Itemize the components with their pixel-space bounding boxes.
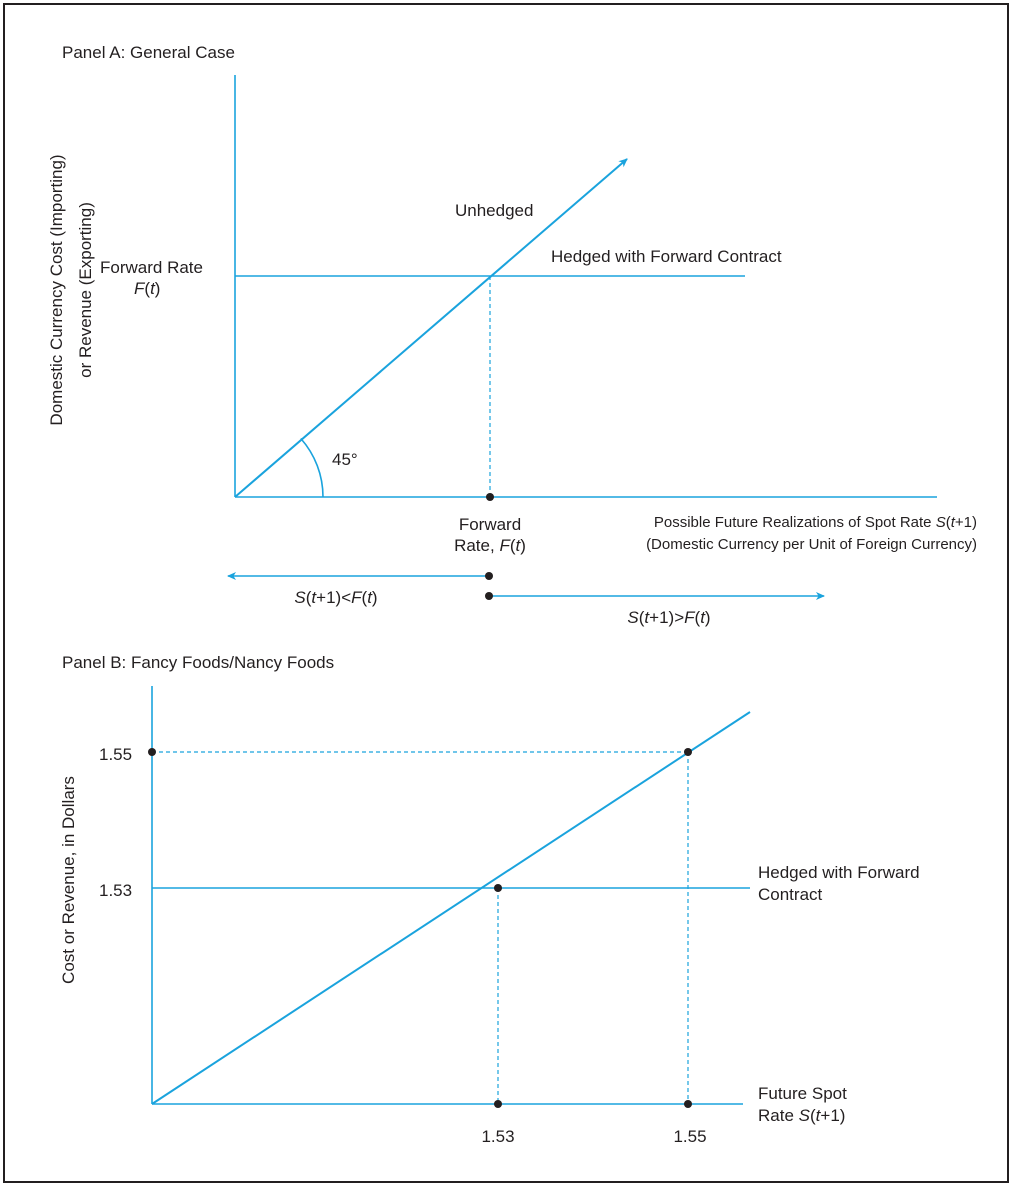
panel-b-title: Panel B: Fancy Foods/Nancy Foods — [62, 653, 334, 672]
panel-a-greater-than-label: S(t+1)>F(t) — [627, 608, 710, 627]
panel-b-unhedged-line — [151, 711, 751, 1105]
panel-a-x-forward-label-line1: Forward — [459, 515, 521, 534]
panel-b-dot-x-1-55 — [684, 1100, 692, 1108]
panel-a-unhedged-label: Unhedged — [455, 201, 533, 220]
outer-border — [3, 3, 1009, 1183]
panel-a-right-range-dot — [485, 592, 493, 600]
panel-b-x-axis-label-line2: Rate S(t+1) — [758, 1106, 845, 1125]
panel-b-x-axis-label-line1: Future Spot — [758, 1084, 847, 1103]
panel-b-y-tick-1-53: 1.53 — [99, 881, 132, 900]
panel-a-angle-arc — [300, 437, 324, 498]
panel-b-x-tick-1-55: 1.55 — [673, 1127, 706, 1146]
panel-a-x-axis-label-line2: (Domestic Currency per Unit of Foreign C… — [646, 536, 977, 553]
panel-b-y-axis-label: Cost or Revenue, in Dollars — [59, 776, 78, 984]
panel-a-y-axis-label-line2: or Revenue (Exporting) — [76, 202, 95, 378]
panel-b-x-tick-1-53: 1.53 — [481, 1127, 514, 1146]
panel-a-unhedged-line — [234, 158, 628, 498]
panel-b-hedged-label-line2: Contract — [758, 885, 823, 904]
panel-a-x-forward-label-line2: Rate, F(t) — [454, 536, 526, 555]
panel-a-forward-dot — [486, 493, 494, 501]
panel-b-dot-1-53-intersection — [494, 884, 502, 892]
panel-b-hedged-label-line1: Hedged with Forward — [758, 863, 920, 882]
panel-b-y-tick-1-55: 1.55 — [99, 745, 132, 764]
panel-a-left-range-dot — [485, 572, 493, 580]
panel-a-x-axis-label-line1: Possible Future Realizations of Spot Rat… — [654, 514, 977, 531]
panel-a-forward-rate-symbol: F(t) — [134, 279, 160, 298]
panel-a-less-than-label: S(t+1)<F(t) — [294, 588, 377, 607]
panel-b-dot-y-1-55 — [148, 748, 156, 756]
panel-a-y-axis-label-line1: Domestic Currency Cost (Importing) — [47, 154, 66, 425]
panel-a-hedged-label: Hedged with Forward Contract — [551, 247, 782, 266]
panel-b-dot-1-55-intersection — [684, 748, 692, 756]
panel-a-title: Panel A: General Case — [62, 43, 235, 62]
panel-b-dot-x-1-53 — [494, 1100, 502, 1108]
panel-a-forward-rate-label: Forward Rate — [100, 258, 203, 277]
panel-a-angle-label: 45° — [332, 450, 358, 469]
